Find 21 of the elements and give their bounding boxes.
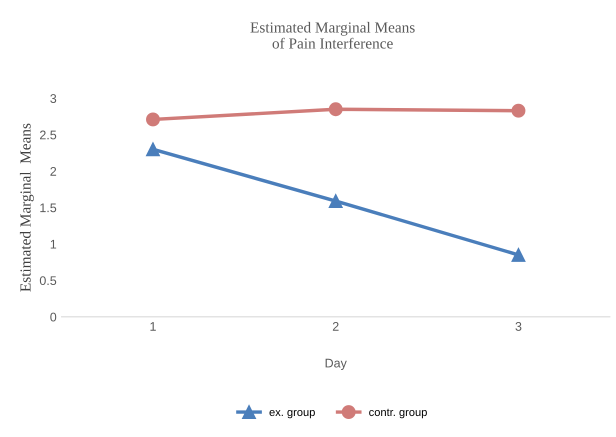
y-tick-label: 0 bbox=[50, 312, 56, 322]
x-tick-label: 1 bbox=[150, 322, 156, 331]
legend-label: ex. group bbox=[270, 410, 315, 418]
y-tick-label: 2.5 bbox=[40, 130, 56, 140]
point bbox=[328, 194, 343, 208]
y-tick-label: 0.5 bbox=[40, 276, 56, 286]
point bbox=[512, 248, 526, 262]
x-tick-label: 2 bbox=[332, 322, 339, 331]
chart-title: Estimated Marginal Means of Pain Interference bbox=[250, 22, 415, 49]
point bbox=[146, 112, 160, 126]
point bbox=[328, 102, 343, 116]
legend-label: contr. group bbox=[369, 408, 427, 418]
x-axis-title: Day bbox=[326, 358, 347, 370]
y-tick-label: 2 bbox=[50, 166, 56, 176]
y-tick-label: 1 bbox=[50, 240, 56, 249]
y-axis-title: Estimated Marginal Means bbox=[20, 124, 34, 292]
x-tick-label: 3 bbox=[515, 322, 522, 331]
point bbox=[512, 104, 526, 118]
y-tick-label: 3 bbox=[50, 94, 56, 103]
point bbox=[146, 142, 160, 156]
y-tick-label: 1.5 bbox=[40, 204, 56, 212]
